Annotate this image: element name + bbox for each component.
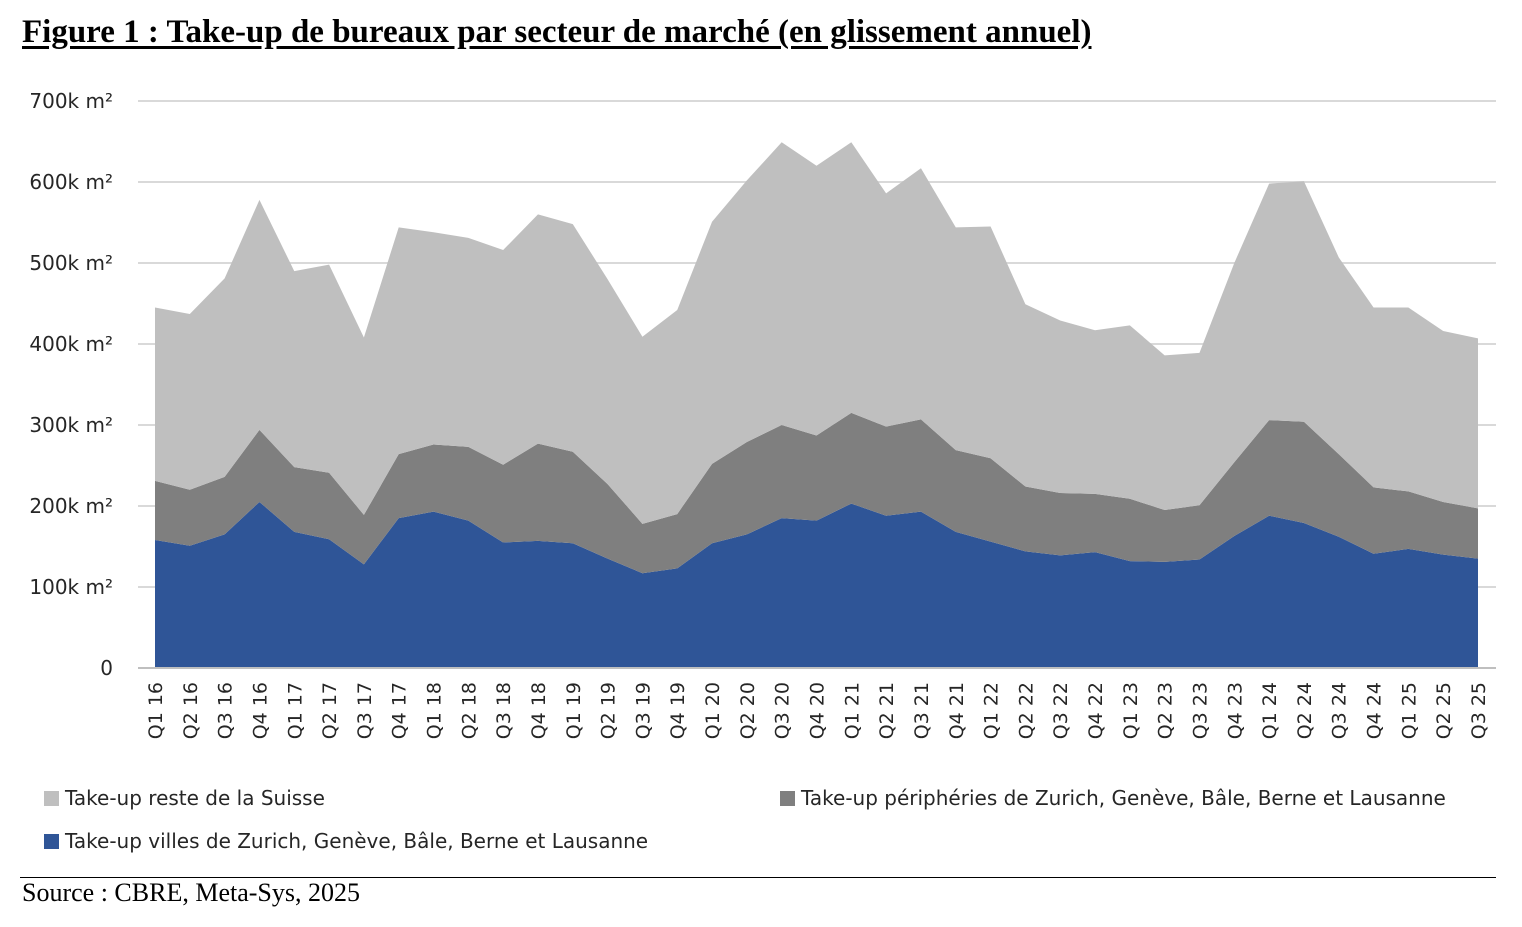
x-tick-label: Q3 23: [1189, 682, 1211, 739]
y-tick-label: 700k m²: [29, 89, 113, 113]
legend-item-periph: Take-up périphéries de Zurich, Genève, B…: [780, 786, 1446, 810]
x-tick-label: Q2 16: [180, 682, 202, 739]
area-series-rest: [155, 142, 1478, 524]
legend-item-cities: Take-up villes de Zurich, Genève, Bâle, …: [44, 829, 648, 853]
legend-item-rest: Take-up reste de la Suisse: [44, 786, 325, 810]
legend-label-cities: Take-up villes de Zurich, Genève, Bâle, …: [65, 829, 649, 853]
x-tick-label: Q2 19: [598, 682, 620, 739]
x-tick-label: Q3 16: [215, 682, 237, 739]
x-tick-label: Q4 22: [1085, 682, 1107, 739]
x-tick-label: Q1 20: [702, 682, 724, 739]
x-tick-label: Q4 19: [667, 682, 689, 739]
take-up-area-chart: 0 100k m² 200k m² 300k m² 400k m² 500k m² 600k…: [29, 89, 1496, 739]
x-tick-label: Q2 17: [319, 682, 341, 739]
y-tick-label: 400k m²: [29, 332, 113, 356]
x-tick-label: Q1 17: [284, 682, 306, 739]
x-tick-label: Q1 19: [563, 682, 585, 739]
x-tick-label: Q4 17: [389, 682, 411, 739]
x-tick-label: Q1 18: [424, 682, 446, 739]
legend-swatch-cities: [44, 833, 59, 849]
stacked-areas: [155, 142, 1478, 668]
y-tick-label: 500k m²: [29, 251, 113, 275]
y-tick-label: 600k m²: [29, 170, 113, 194]
footer-divider: [20, 877, 1496, 878]
x-tick-label: Q1 25: [1398, 682, 1420, 739]
x-tick-label: Q1 23: [1120, 682, 1142, 739]
legend-label-rest: Take-up reste de la Suisse: [65, 786, 325, 810]
x-tick-label: Q3 17: [354, 682, 376, 739]
y-tick-label: 0: [100, 656, 113, 680]
source-note: Source : CBRE, Meta-Sys, 2025: [22, 878, 360, 907]
y-tick-label: 200k m²: [29, 494, 113, 518]
x-tick-label: Q4 16: [249, 682, 271, 739]
legend-swatch-rest: [44, 790, 59, 806]
y-tick-label: 300k m²: [29, 413, 113, 437]
x-tick-label: Q4 21: [946, 682, 968, 739]
area-series-cities: [155, 501, 1478, 668]
x-tick-label: Q4 20: [807, 682, 829, 739]
x-tick-label: Q3 19: [632, 682, 654, 739]
x-tick-label: Q2 21: [876, 682, 898, 739]
y-tick-label: 100k m²: [29, 575, 113, 599]
x-tick-label: Q1 24: [1259, 682, 1281, 739]
x-tick-label: Q3 18: [493, 682, 515, 739]
x-tick-label: Q2 18: [458, 682, 480, 739]
x-tick-label: Q4 18: [528, 682, 550, 739]
x-tick-label: Q1 22: [981, 682, 1003, 739]
legend-label-periph: Take-up périphéries de Zurich, Genève, B…: [801, 786, 1446, 810]
x-tick-label: Q2 22: [1015, 682, 1037, 739]
x-tick-label: Q3 20: [772, 682, 794, 739]
area-series-periph: [155, 412, 1478, 574]
x-tick-label: Q1 16: [145, 682, 167, 739]
x-tick-label: Q4 23: [1224, 682, 1246, 739]
x-tick-label: Q4 24: [1364, 682, 1386, 739]
x-axis-ticks: Q1 16 Q2 16 Q3 16 Q4 16 Q1 17 Q2 17 Q3 17 Q4 17…: [145, 682, 1490, 739]
x-tick-label: Q1 21: [841, 682, 863, 739]
x-tick-label: Q2 24: [1294, 682, 1316, 739]
x-tick-label: Q3 21: [911, 682, 933, 739]
x-tick-label: Q2 23: [1155, 682, 1177, 739]
figure-title: Figure 1 : Take-up de bureaux par secteu…: [22, 14, 1092, 50]
x-tick-label: Q2 20: [737, 682, 759, 739]
y-axis-ticks: 0 100k m² 200k m² 300k m² 400k m² 500k m² 600k…: [29, 89, 113, 680]
x-tick-label: Q3 22: [1050, 682, 1072, 739]
x-tick-label: Q2 25: [1433, 682, 1455, 739]
x-tick-label: Q3 25: [1468, 682, 1490, 739]
x-tick-label: Q3 24: [1329, 682, 1351, 739]
legend-swatch-periph: [780, 790, 795, 806]
